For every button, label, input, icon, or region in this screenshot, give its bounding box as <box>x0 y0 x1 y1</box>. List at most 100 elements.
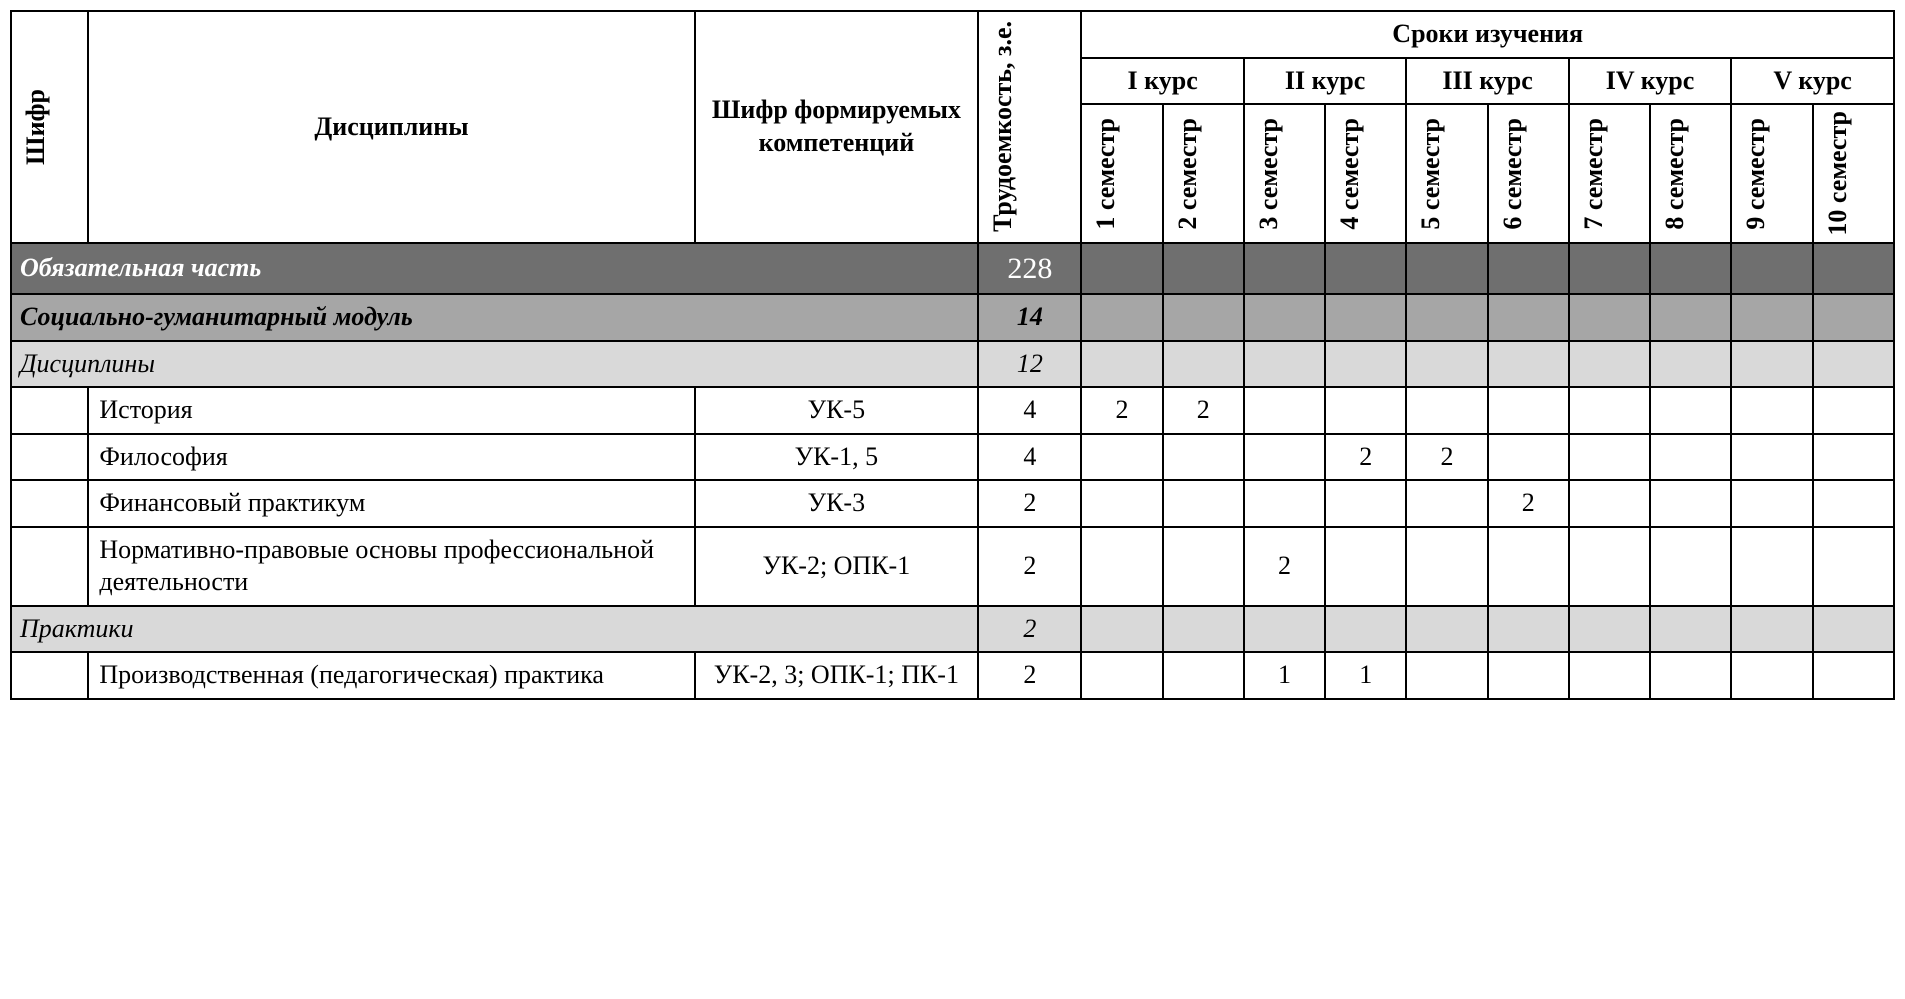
section-cell <box>1569 606 1650 653</box>
section-cell <box>1406 243 1487 295</box>
section-cell <box>1081 606 1162 653</box>
cell-semester <box>1488 434 1569 481</box>
cell-semester <box>1731 480 1812 527</box>
cell-semester <box>1813 434 1894 481</box>
cell-discipline: История <box>88 387 694 434</box>
col-competencies: Шифр формируемых компетенций <box>695 11 979 243</box>
cell-semester <box>1813 387 1894 434</box>
section-cell <box>1406 341 1487 388</box>
cell-semester <box>1406 652 1487 699</box>
cell-semester <box>1731 434 1812 481</box>
col-course-1: I курс <box>1081 58 1243 105</box>
section-label: Обязательная часть <box>11 243 978 295</box>
section-cell <box>1569 243 1650 295</box>
cell-semester <box>1569 527 1650 606</box>
section-cell <box>1325 606 1406 653</box>
table-row: Нормативно-правовые основы профессиональ… <box>11 527 1894 606</box>
col-workload: Трудоемкость, з.е. <box>978 11 1081 243</box>
cell-semester <box>1569 480 1650 527</box>
cell-shifr <box>11 387 88 434</box>
cell-semester <box>1813 527 1894 606</box>
cell-semester <box>1244 434 1325 481</box>
section-label: Социально-гуманитарный модуль <box>11 294 978 341</box>
section-cell <box>1488 606 1569 653</box>
section-row: Дисциплины12 <box>11 341 1894 388</box>
section-value: 12 <box>978 341 1081 388</box>
col-sem-6: 6 семестр <box>1488 104 1569 243</box>
section-cell <box>1731 294 1812 341</box>
cell-workload: 4 <box>978 434 1081 481</box>
cell-semester <box>1650 652 1731 699</box>
cell-semester <box>1081 434 1162 481</box>
cell-shifr <box>11 434 88 481</box>
cell-semester <box>1325 387 1406 434</box>
col-sem-1: 1 семестр <box>1081 104 1162 243</box>
section-cell <box>1244 294 1325 341</box>
section-cell <box>1081 294 1162 341</box>
section-cell <box>1813 294 1894 341</box>
section-value: 2 <box>978 606 1081 653</box>
section-cell <box>1244 243 1325 295</box>
cell-workload: 2 <box>978 527 1081 606</box>
cell-semester <box>1163 480 1244 527</box>
section-cell <box>1813 341 1894 388</box>
table-row: Производственная (педагогическая) практи… <box>11 652 1894 699</box>
cell-semester <box>1813 480 1894 527</box>
cell-semester: 1 <box>1325 652 1406 699</box>
section-cell <box>1406 606 1487 653</box>
cell-semester <box>1081 527 1162 606</box>
section-cell <box>1488 243 1569 295</box>
cell-semester: 2 <box>1081 387 1162 434</box>
col-study-period: Сроки изучения <box>1081 11 1894 58</box>
section-cell <box>1813 606 1894 653</box>
section-cell <box>1813 243 1894 295</box>
cell-semester <box>1813 652 1894 699</box>
table-body: Обязательная часть228Социально-гуманитар… <box>11 243 1894 699</box>
col-sem-3: 3 семестр <box>1244 104 1325 243</box>
cell-semester <box>1406 387 1487 434</box>
section-cell <box>1081 341 1162 388</box>
cell-competencies: УК-2, 3; ОПК-1; ПК-1 <box>695 652 979 699</box>
section-cell <box>1731 606 1812 653</box>
col-sem-2: 2 семестр <box>1163 104 1244 243</box>
section-cell <box>1650 243 1731 295</box>
cell-competencies: УК-1, 5 <box>695 434 979 481</box>
section-cell <box>1488 294 1569 341</box>
section-cell <box>1163 294 1244 341</box>
cell-semester <box>1488 387 1569 434</box>
cell-semester <box>1731 652 1812 699</box>
cell-discipline: Финансовый практикум <box>88 480 694 527</box>
section-cell <box>1244 606 1325 653</box>
cell-semester <box>1731 527 1812 606</box>
section-cell <box>1325 294 1406 341</box>
cell-semester <box>1325 527 1406 606</box>
section-cell <box>1081 243 1162 295</box>
section-cell <box>1650 341 1731 388</box>
cell-semester <box>1163 434 1244 481</box>
cell-semester <box>1488 527 1569 606</box>
section-value: 228 <box>978 243 1081 295</box>
col-sem-9: 9 семестр <box>1731 104 1812 243</box>
cell-semester: 2 <box>1163 387 1244 434</box>
cell-shifr <box>11 652 88 699</box>
col-course-3: III курс <box>1406 58 1568 105</box>
section-value: 14 <box>978 294 1081 341</box>
cell-semester <box>1731 387 1812 434</box>
cell-discipline: Философия <box>88 434 694 481</box>
section-cell <box>1731 341 1812 388</box>
col-sem-8: 8 семестр <box>1650 104 1731 243</box>
cell-semester <box>1406 527 1487 606</box>
cell-semester <box>1569 434 1650 481</box>
cell-semester: 2 <box>1244 527 1325 606</box>
section-cell <box>1650 294 1731 341</box>
section-cell <box>1244 341 1325 388</box>
cell-semester <box>1081 652 1162 699</box>
cell-semester: 2 <box>1325 434 1406 481</box>
cell-semester <box>1650 434 1731 481</box>
cell-semester <box>1650 527 1731 606</box>
col-disciplines: Дисциплины <box>88 11 694 243</box>
cell-semester <box>1406 480 1487 527</box>
section-cell <box>1163 606 1244 653</box>
cell-semester <box>1325 480 1406 527</box>
cell-semester <box>1650 387 1731 434</box>
